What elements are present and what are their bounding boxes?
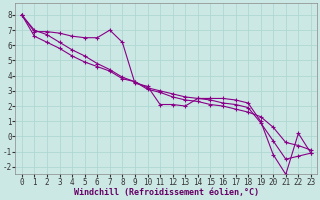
X-axis label: Windchill (Refroidissement éolien,°C): Windchill (Refroidissement éolien,°C) [74, 188, 259, 197]
